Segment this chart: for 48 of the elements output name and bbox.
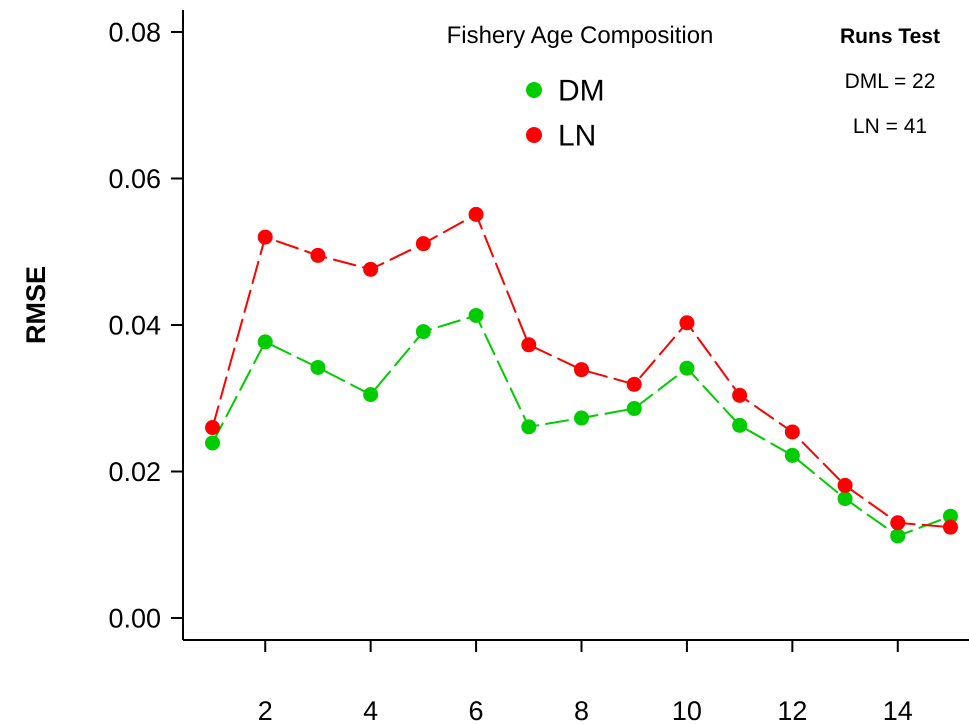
point [468,206,484,222]
point [416,324,431,340]
point [626,401,642,416]
point [363,262,378,277]
point [416,236,431,252]
x-tick-label: 14 [882,696,913,724]
y-axis-title: RMSE [21,266,51,344]
point [732,418,748,433]
annotation: Runs Test [840,25,940,48]
point [521,337,536,352]
y-tick-label: 0.02 [108,456,161,487]
point [205,435,220,450]
legend-label: DM [558,74,605,108]
y-tick-label: 0.06 [108,164,161,194]
point [838,491,853,506]
legend-label: LN [558,120,596,152]
point [732,388,748,403]
point [310,360,326,375]
y-tick-label: 0.00 [108,603,161,634]
annotation: DML = 22 [844,70,936,93]
point [258,230,273,245]
y-tick-label: 0.08 [108,17,161,48]
x-tick-label: 12 [777,696,808,724]
x-tick-label: 10 [672,696,702,724]
point [574,362,589,378]
point [942,520,958,535]
point [258,334,273,350]
point [784,424,800,440]
x-tick-label: 2 [258,696,273,724]
point [310,248,326,263]
y-tick-label: 0.04 [108,310,161,340]
point [890,515,906,530]
point [468,308,484,323]
point [626,376,642,392]
x-tick-label: 4 [363,696,378,724]
point [679,315,694,330]
point [679,360,694,376]
point [784,448,800,463]
point [205,420,220,436]
point [363,387,378,402]
x-tick-label: 6 [468,696,484,724]
text: Fishery Age Composition [446,22,714,49]
x-tick-label: 8 [574,696,590,724]
annotation: LN = 41 [852,115,928,138]
point [574,410,589,426]
point [838,478,853,493]
point [521,419,536,434]
point [890,528,906,544]
